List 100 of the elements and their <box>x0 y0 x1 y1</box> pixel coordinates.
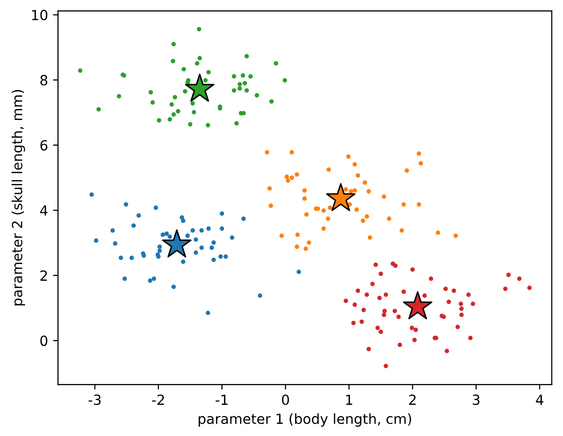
point <box>148 278 152 283</box>
point <box>392 308 397 314</box>
point <box>199 246 204 250</box>
point <box>116 94 122 98</box>
point <box>354 207 359 212</box>
point <box>360 218 366 223</box>
point <box>268 204 274 208</box>
point <box>412 338 417 342</box>
point <box>194 61 200 66</box>
point <box>382 194 386 199</box>
y-tick-label: 8 <box>40 74 48 86</box>
point <box>459 312 464 318</box>
point <box>78 68 82 73</box>
x-tick-label: 4 <box>536 394 544 405</box>
point <box>418 161 424 166</box>
point <box>172 95 178 100</box>
point <box>131 223 136 228</box>
point <box>468 336 473 340</box>
point <box>360 319 364 324</box>
point <box>402 291 432 320</box>
point <box>366 346 371 352</box>
point <box>170 58 176 64</box>
point <box>194 237 198 242</box>
point <box>295 232 300 237</box>
point <box>378 330 383 334</box>
point <box>190 101 195 106</box>
point <box>302 188 307 193</box>
x-tick-label: 0 <box>282 394 289 406</box>
point <box>286 178 290 183</box>
point <box>130 256 134 260</box>
point <box>244 88 249 93</box>
point <box>364 292 370 297</box>
point <box>404 168 410 173</box>
point <box>136 213 141 218</box>
point <box>321 226 326 231</box>
point <box>416 151 422 156</box>
point <box>328 205 332 210</box>
point <box>180 218 186 223</box>
point <box>282 78 288 82</box>
point <box>306 240 312 245</box>
point <box>199 228 204 233</box>
point <box>459 306 464 311</box>
point <box>206 226 211 231</box>
point <box>258 293 262 298</box>
y-tick-label: 0 <box>40 336 48 346</box>
point <box>203 78 208 82</box>
point <box>321 208 326 213</box>
point <box>452 288 456 293</box>
x-tick-label: 2 <box>409 394 416 405</box>
point <box>124 202 128 207</box>
point <box>164 232 169 236</box>
point <box>171 284 176 290</box>
point <box>361 308 366 312</box>
point <box>267 186 272 191</box>
point <box>234 121 239 126</box>
point <box>352 302 357 307</box>
point <box>294 172 300 177</box>
point <box>269 99 274 104</box>
point <box>290 175 294 180</box>
point <box>384 292 388 297</box>
point <box>352 188 357 193</box>
point <box>150 100 155 105</box>
point <box>284 174 289 179</box>
point <box>470 302 476 306</box>
point <box>290 150 294 154</box>
point <box>224 254 228 259</box>
point <box>244 54 249 58</box>
point <box>458 302 464 306</box>
point <box>94 238 98 243</box>
point <box>356 288 360 293</box>
point <box>188 122 192 126</box>
point <box>171 42 176 46</box>
point <box>378 272 383 276</box>
point <box>148 90 153 95</box>
point <box>346 154 351 159</box>
point <box>220 226 224 231</box>
point <box>185 233 190 238</box>
point <box>326 216 330 221</box>
y-tick-label: 4 <box>40 205 48 216</box>
point <box>384 364 388 368</box>
x-tick-label: 1 <box>346 394 352 405</box>
point <box>168 117 172 122</box>
point <box>157 244 162 249</box>
point <box>160 232 166 237</box>
point <box>210 246 214 250</box>
point <box>157 248 162 253</box>
point <box>170 102 174 107</box>
point <box>401 202 406 207</box>
point <box>190 228 195 233</box>
point <box>375 326 380 330</box>
point <box>422 293 427 298</box>
point <box>446 300 451 304</box>
point <box>206 123 210 128</box>
point <box>364 214 370 219</box>
point <box>368 235 372 240</box>
point <box>454 233 458 238</box>
point <box>238 82 242 86</box>
point <box>171 112 176 117</box>
point <box>238 86 242 91</box>
point <box>356 173 360 178</box>
